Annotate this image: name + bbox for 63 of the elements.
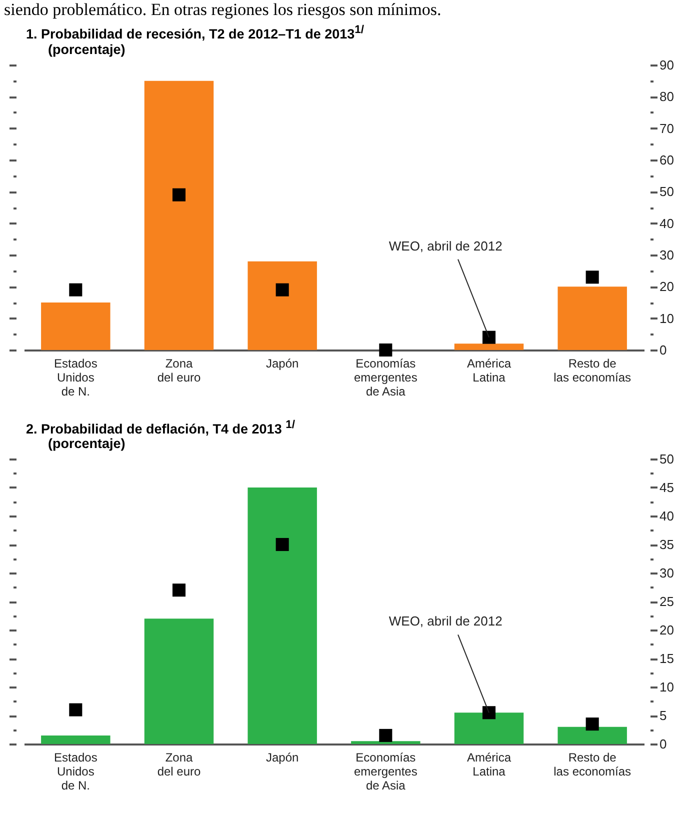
y-tick-label: 0: [660, 342, 667, 357]
annotation: WEO, abril de 2012: [388, 614, 502, 629]
y-tick-label: 45: [660, 480, 674, 495]
text: siendo problemático. En otras regiones los riesgos son mínimos.: [3, 0, 442, 21]
chart-title: 1. Probabilidad de recesión, T2 de 2012–T1 de 2013$^{1/}$: [25, 24, 366, 42]
x-tick-label: Economías emergentes de Asia: [354, 356, 418, 398]
bar: [41, 302, 110, 350]
x-tick-label: Economías emergentes de Asia: [354, 750, 418, 792]
x-tick-label: Estados Unidos de N.: [54, 356, 98, 398]
bar: [144, 80, 214, 350]
x-tick-label: Zona del euro: [157, 750, 202, 778]
y-tick-label: 30: [660, 566, 674, 580]
x-tick-label: Resto de las economías: [554, 750, 632, 778]
point: [276, 282, 289, 296]
point: [69, 282, 82, 296]
point: [482, 706, 496, 720]
chart-subtitle: (porcentaje): [47, 436, 126, 451]
bar: [144, 618, 214, 744]
bar: [558, 286, 627, 350]
bar: [248, 488, 317, 744]
point: [172, 188, 186, 201]
point: [586, 270, 599, 284]
y-tick-label: 10: [660, 680, 674, 694]
x-tick-label: América Latina: [466, 356, 512, 384]
y-tick-label: 40: [660, 508, 674, 524]
y-tick-label: 60: [660, 152, 674, 167]
chart-subtitle: (porcentaje): [47, 42, 126, 56]
bar: [248, 260, 317, 350]
y-tick-label: 90: [660, 57, 674, 72]
y-tick-label: 50: [660, 184, 674, 199]
y-tick-label: 20: [660, 278, 674, 294]
y-tick-label: 70: [660, 120, 674, 136]
y-tick-label: 30: [660, 247, 674, 262]
y-tick-label: 25: [660, 594, 674, 609]
y-tick-label: 20: [660, 622, 674, 638]
bar: [454, 343, 524, 350]
point: [586, 718, 599, 731]
point: [379, 728, 392, 742]
y-tick-label: 0: [660, 736, 667, 752]
x-tick-label: Japón: [266, 356, 299, 370]
point: [69, 703, 82, 716]
bar: [41, 735, 110, 744]
point: [379, 342, 392, 356]
y-tick-label: 40: [660, 215, 674, 230]
y-tick-label: 10: [660, 310, 674, 326]
bar: [351, 741, 420, 744]
chart-title: 2. Probabilidad de deflación, T4 de 2013 $^{1/}$: [25, 418, 296, 436]
y-tick-label: 15: [660, 651, 674, 666]
bar: [454, 712, 524, 744]
annotation: WEO, abril de 2012: [388, 238, 502, 253]
y-tick-label: 35: [660, 537, 674, 552]
point: [172, 584, 186, 597]
y-tick-label: 5: [660, 708, 667, 723]
x-tick-label: Resto de las economías: [554, 356, 632, 384]
y-tick-label: 80: [660, 88, 674, 104]
bar: [558, 726, 627, 744]
x-tick-label: América Latina: [466, 750, 512, 778]
point: [276, 538, 289, 552]
point: [482, 330, 496, 344]
x-tick-label: Japón: [266, 750, 299, 764]
x-tick-label: Estados Unidos de N.: [54, 750, 98, 792]
x-tick-label: Zona del euro: [157, 356, 202, 384]
y-tick-label: 50: [660, 452, 674, 466]
